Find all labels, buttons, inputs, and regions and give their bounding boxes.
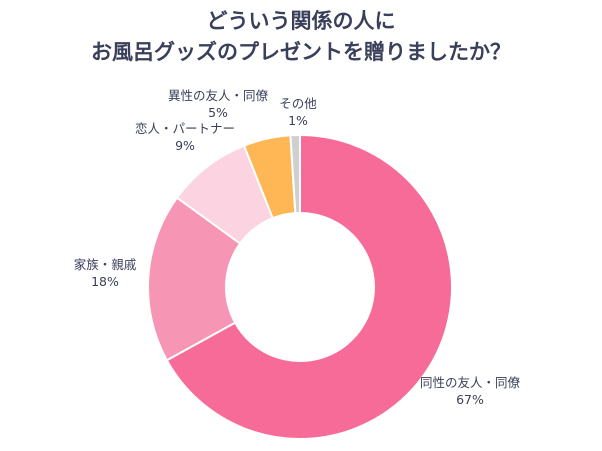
slice-value-label: 67% [456, 392, 484, 407]
slice-value-label: 1% [288, 113, 308, 128]
slice-label: 同性の友人・同僚 [420, 375, 521, 390]
donut-slice [289, 133, 301, 215]
donut-slice [165, 133, 453, 440]
slice-labels: 同性の友人・同僚 67% 家族・親戚 18% 恋人・パートナー 9% 異性の友人・同僚 5% そ… [74, 88, 521, 407]
slice-label: 恋人・パートナー [135, 121, 235, 136]
chart-title-line-1: どういう関係の人に [206, 9, 396, 33]
slice-value-label: 18% [91, 274, 119, 289]
slice-label: その他 [279, 96, 317, 111]
slice-value-label: 9% [175, 138, 195, 153]
donut-slices [147, 133, 453, 440]
slice-label: 家族・親戚 [74, 257, 137, 272]
slice-value-label: 5% [208, 105, 228, 120]
donut-slice [147, 196, 242, 362]
chart-title-line-2: お風呂グッズのプレゼントを贈りましたか？ [91, 40, 511, 64]
chart-title: どういう関係の人に お風呂グッズのプレゼントを贈りましたか？ [0, 6, 602, 68]
slice-label: 異性の友人・同僚 [168, 88, 269, 103]
